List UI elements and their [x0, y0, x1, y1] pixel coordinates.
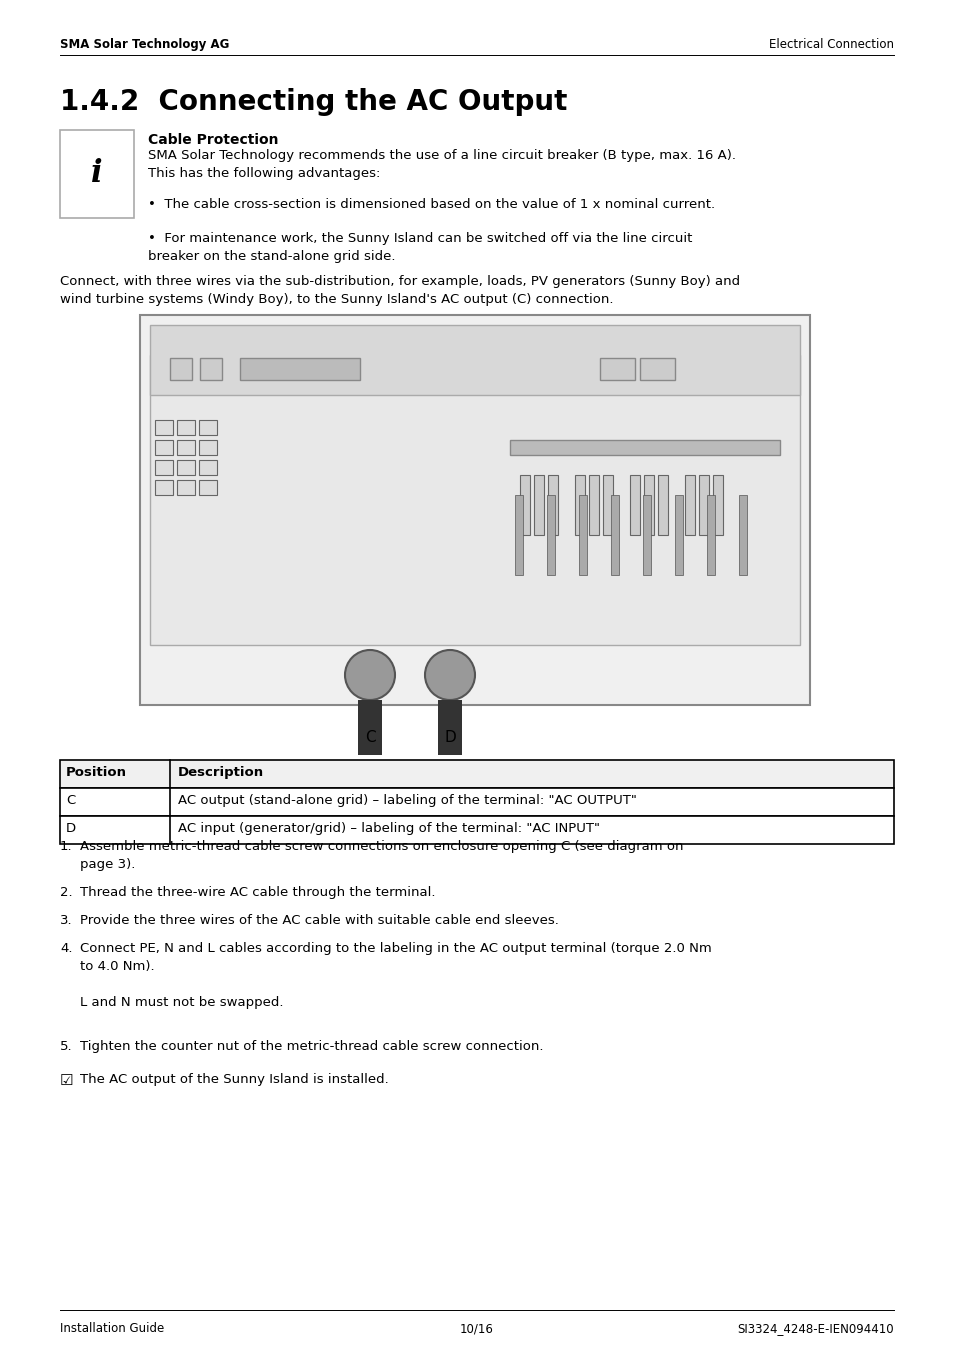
- Bar: [154, 420, 172, 435]
- Bar: [610, 495, 618, 575]
- Text: •  For maintenance work, the Sunny Island can be switched off via the line circu: • For maintenance work, the Sunny Island…: [148, 233, 692, 264]
- Bar: [684, 475, 695, 535]
- Bar: [658, 475, 667, 535]
- Text: 2.: 2.: [60, 886, 72, 899]
- Bar: [60, 788, 893, 817]
- Bar: [199, 420, 216, 435]
- Text: D: D: [66, 822, 76, 836]
- Text: Position: Position: [66, 767, 127, 779]
- Text: SI3324_4248-E-IEN094410: SI3324_4248-E-IEN094410: [737, 1322, 893, 1334]
- Bar: [578, 495, 586, 575]
- Bar: [675, 495, 682, 575]
- Text: Installation Guide: Installation Guide: [60, 1322, 164, 1334]
- Text: The AC output of the Sunny Island is installed.: The AC output of the Sunny Island is ins…: [80, 1073, 388, 1086]
- Bar: [199, 480, 216, 495]
- Bar: [639, 358, 675, 380]
- Text: 5.: 5.: [60, 1040, 72, 1053]
- Text: i: i: [91, 158, 103, 189]
- Bar: [699, 475, 708, 535]
- Text: 3.: 3.: [60, 914, 72, 927]
- Bar: [150, 324, 800, 395]
- Circle shape: [345, 650, 395, 700]
- Text: Electrical Connection: Electrical Connection: [768, 38, 893, 51]
- Text: Connect, with three wires via the sub-distribution, for example, loads, PV gener: Connect, with three wires via the sub-di…: [60, 274, 740, 306]
- Bar: [357, 700, 381, 754]
- Bar: [519, 475, 530, 535]
- Text: Assemble metric-thread cable screw connections on enclosure opening C (see diagr: Assemble metric-thread cable screw conne…: [80, 840, 682, 871]
- Text: AC output (stand-alone grid) – labeling of the terminal: "AC OUTPUT": AC output (stand-alone grid) – labeling …: [178, 794, 637, 807]
- Text: C: C: [66, 794, 75, 807]
- Text: •  The cable cross-section is dimensioned based on the value of 1 x nominal curr: • The cable cross-section is dimensioned…: [148, 197, 715, 211]
- Bar: [602, 475, 613, 535]
- Bar: [154, 460, 172, 475]
- Bar: [177, 480, 194, 495]
- Text: Connect PE, N and L cables according to the labeling in the AC output terminal (: Connect PE, N and L cables according to …: [80, 942, 711, 1009]
- Bar: [712, 475, 722, 535]
- Bar: [199, 439, 216, 456]
- Text: Cable Protection: Cable Protection: [148, 132, 278, 147]
- Bar: [60, 817, 893, 844]
- Bar: [437, 700, 461, 754]
- Text: Tighten the counter nut of the metric-thread cable screw connection.: Tighten the counter nut of the metric-th…: [80, 1040, 543, 1053]
- Text: Provide the three wires of the AC cable with suitable cable end sleeves.: Provide the three wires of the AC cable …: [80, 914, 558, 927]
- Text: SMA Solar Technology recommends the use of a line circuit breaker (B type, max. : SMA Solar Technology recommends the use …: [148, 149, 735, 180]
- Bar: [643, 475, 654, 535]
- Text: Description: Description: [178, 767, 264, 779]
- Bar: [534, 475, 543, 535]
- Bar: [588, 475, 598, 535]
- Bar: [739, 495, 746, 575]
- Text: 10/16: 10/16: [459, 1322, 494, 1334]
- Text: 4.: 4.: [60, 942, 72, 955]
- Text: Thread the three-wire AC cable through the terminal.: Thread the three-wire AC cable through t…: [80, 886, 435, 899]
- Bar: [140, 315, 809, 704]
- Bar: [599, 358, 635, 380]
- Bar: [60, 760, 893, 788]
- Bar: [177, 460, 194, 475]
- Bar: [546, 495, 555, 575]
- Text: AC input (generator/grid) – labeling of the terminal: "AC INPUT": AC input (generator/grid) – labeling of …: [178, 822, 599, 836]
- Bar: [510, 439, 780, 456]
- Bar: [170, 358, 192, 380]
- Bar: [177, 420, 194, 435]
- Text: SMA Solar Technology AG: SMA Solar Technology AG: [60, 38, 229, 51]
- Bar: [199, 460, 216, 475]
- Bar: [642, 495, 650, 575]
- Bar: [154, 439, 172, 456]
- Bar: [575, 475, 584, 535]
- Circle shape: [424, 650, 475, 700]
- Text: C: C: [364, 730, 375, 745]
- Bar: [515, 495, 522, 575]
- Bar: [629, 475, 639, 535]
- FancyBboxPatch shape: [60, 130, 133, 218]
- Text: D: D: [444, 730, 456, 745]
- Bar: [200, 358, 222, 380]
- Bar: [150, 356, 800, 645]
- Text: ☑: ☑: [60, 1073, 73, 1088]
- Bar: [240, 358, 359, 380]
- Bar: [154, 480, 172, 495]
- Bar: [547, 475, 558, 535]
- Text: 1.4.2  Connecting the AC Output: 1.4.2 Connecting the AC Output: [60, 88, 567, 116]
- Bar: [177, 439, 194, 456]
- Text: 1.: 1.: [60, 840, 72, 853]
- Bar: [706, 495, 714, 575]
